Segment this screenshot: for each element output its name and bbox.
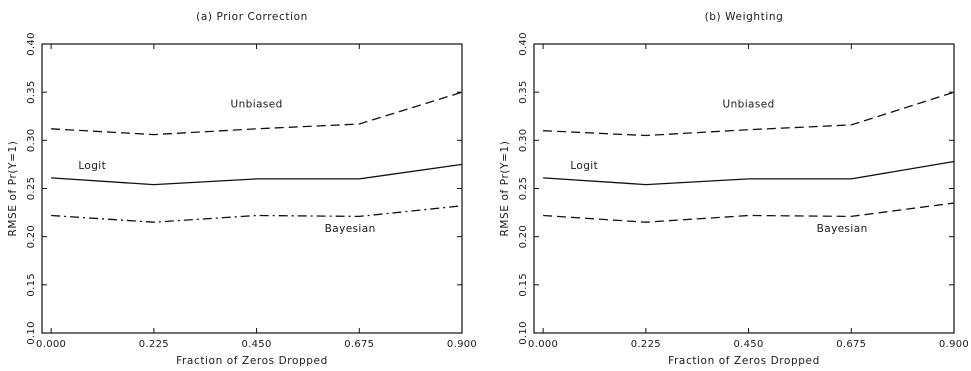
x-tick-label: 0.900 [939,339,969,350]
y-tick-label: 0.10 [26,321,37,344]
y-tick-label: 0.35 [26,80,37,103]
x-tick-label: 0.000 [528,339,558,350]
y-axis-label: RMSE of Pr(Y=1) [7,141,19,237]
chart-title: (a) Prior Correction [196,11,308,23]
y-tick-label: 0.20 [26,225,37,248]
series-line-bayesian [51,205,463,223]
series-line-bayesian [543,202,955,223]
y-tick-label: 0.25 [518,177,529,200]
chart-title: (b) Weighting [705,11,784,23]
series-label-bayesian: Bayesian [325,223,376,235]
series-label-logit: Logit [78,160,106,172]
y-tick-label: 0.40 [518,32,529,55]
chart-panel-prior-correction: (a) Prior Correction 0.000 0.225 0.450 0.675… [7,11,477,367]
x-axis-label: Fraction of Zeros Dropped [176,355,328,367]
y-tick-label: 0.30 [518,129,529,152]
series-line-unbiased [543,91,955,137]
series-label-logit: Logit [570,160,598,172]
x-tick-label: 0.450 [241,339,271,350]
y-tick-label: 0.35 [518,80,529,103]
x-tick-label: 0.000 [36,339,66,350]
y-tick-label: 0.30 [26,129,37,152]
series-line-unbiased [51,91,463,136]
series-line-logit [543,160,955,186]
x-tick-label: 0.675 [836,339,866,350]
x-axis-label: Fraction of Zeros Dropped [668,355,820,367]
y-tick-label: 0.25 [26,177,37,200]
series-label-bayesian: Bayesian [817,223,868,235]
y-tick-label: 0.10 [518,321,529,344]
y-tick-label: 0.15 [26,273,37,296]
y-tick-label: 0.40 [26,32,37,55]
y-tick-label: 0.20 [518,225,529,248]
x-tick-label: 0.225 [631,339,661,350]
x-tick-label: 0.900 [447,339,477,350]
chart-panel-weighting: (b) Weighting 0.000 0.225 0.450 0.675 0.900 0.… [499,11,969,367]
y-axis-label: RMSE of Pr(Y=1) [499,141,511,237]
plot-frame [41,43,463,334]
plot-frame [533,43,955,334]
y-tick-label: 0.15 [518,273,529,296]
x-tick-label: 0.225 [139,339,169,350]
series-line-logit [51,163,463,186]
series-label-unbiased: Unbiased [722,99,774,111]
series-label-unbiased: Unbiased [230,99,282,111]
x-tick-label: 0.450 [733,339,763,350]
x-tick-label: 0.675 [344,339,374,350]
